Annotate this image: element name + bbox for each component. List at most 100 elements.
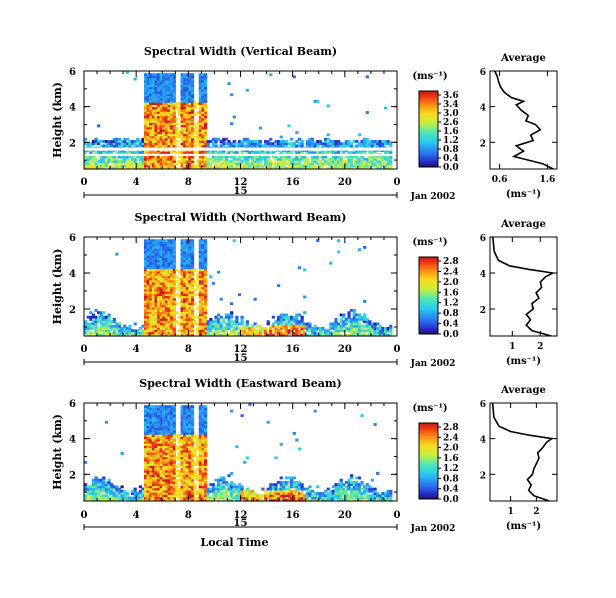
colorbar-segment xyxy=(419,135,438,138)
heatmap-cell xyxy=(217,333,221,337)
heatmap-cell xyxy=(151,407,156,411)
heatmap-cell xyxy=(157,126,161,130)
heatmap-cell xyxy=(117,489,122,493)
heatmap-cell xyxy=(159,492,163,495)
heatmap-cell xyxy=(282,142,286,146)
heatmap-cell xyxy=(162,257,166,261)
heatmap-cell xyxy=(201,73,205,77)
heatmap-cell xyxy=(188,126,192,130)
heatmap-cell xyxy=(143,458,148,462)
heatmap-cell xyxy=(355,166,359,170)
heatmap-cell xyxy=(258,144,262,148)
heatmap-cell xyxy=(164,472,169,475)
colorbar-segment xyxy=(419,94,438,97)
heatmap-cell xyxy=(295,155,299,159)
heatmap-cell xyxy=(185,309,189,312)
heatmap-cell xyxy=(172,108,176,112)
heatmap-cell xyxy=(334,324,338,328)
heatmap-cell xyxy=(149,284,153,288)
heatmap-cell xyxy=(170,162,174,166)
heatmap-cell xyxy=(107,489,111,493)
heatmap-cell xyxy=(164,494,169,498)
heatmap-cell xyxy=(167,416,171,420)
heatmap-cell xyxy=(240,315,244,319)
heatmap-cell xyxy=(201,259,205,263)
heatmap-cell xyxy=(183,447,187,451)
heatmap-cell xyxy=(157,266,161,270)
heatmap-cell xyxy=(211,166,216,170)
heatmap-cell xyxy=(240,144,244,148)
heatmap-cell xyxy=(167,279,171,283)
heatmap-cell xyxy=(211,160,216,163)
heatmap-cell xyxy=(159,255,163,258)
heatmap-cell xyxy=(235,162,239,166)
heatmap-cell xyxy=(143,160,148,163)
heatmap-cell xyxy=(347,315,351,319)
heatmap-cell xyxy=(329,327,333,330)
heatmap-cell xyxy=(164,137,169,141)
heatmap-cell xyxy=(188,300,192,303)
heatmap-cell xyxy=(125,166,129,170)
heatmap-cell xyxy=(271,142,276,146)
heatmap-cell xyxy=(188,313,192,317)
heatmap-cell xyxy=(193,320,197,324)
heatmap-cell xyxy=(284,329,289,333)
heatmap-cell xyxy=(190,164,195,168)
heatmap-cell xyxy=(128,329,132,333)
heatmap-cell xyxy=(146,318,150,321)
heatmap-cell xyxy=(201,322,205,326)
heatmap-cell xyxy=(151,315,156,319)
colorbar-segment xyxy=(419,111,438,114)
heatmap-cell xyxy=(196,436,200,440)
heatmap-cell xyxy=(154,423,158,426)
colorbar-segment xyxy=(419,123,438,126)
heatmap-cell xyxy=(115,494,119,498)
heatmap-cell xyxy=(162,331,166,335)
heatmap-cell xyxy=(196,151,200,155)
heatmap-cell xyxy=(209,322,213,326)
heatmap-cell xyxy=(250,329,255,333)
heatmap-cell xyxy=(149,266,153,270)
heatmap-cell xyxy=(196,476,200,480)
heatmap-cell xyxy=(157,476,161,480)
heatmap-cell xyxy=(355,164,359,168)
heatmap-cell xyxy=(172,480,176,484)
heatmap-cell xyxy=(323,329,328,333)
heatmap-cell xyxy=(86,333,90,337)
heatmap-cell xyxy=(376,160,380,163)
heatmap-cells xyxy=(84,403,393,502)
heatmap-cell xyxy=(198,416,202,420)
heatmap-cell xyxy=(183,434,187,438)
heatmap-cell xyxy=(295,131,299,134)
heatmap-cell xyxy=(123,329,127,333)
heatmap-cell xyxy=(188,95,192,99)
heatmap-cell xyxy=(237,162,242,166)
heatmap-cell xyxy=(159,291,163,294)
heatmap-cell xyxy=(303,160,307,163)
heatmap-cell xyxy=(266,151,270,155)
heatmap-cell xyxy=(164,122,169,126)
heatmap-cell xyxy=(368,140,372,143)
heatmap-cell xyxy=(183,273,187,276)
heatmap-cell xyxy=(162,166,166,170)
heatmap-cell xyxy=(368,162,372,166)
heatmap-cell xyxy=(159,259,163,263)
heatmap-cell xyxy=(143,284,148,288)
heatmap-cell xyxy=(146,322,150,326)
heatmap-cell xyxy=(188,302,192,306)
heatmap-cell xyxy=(266,164,270,168)
heatmap-cell xyxy=(183,324,187,328)
heatmap-cell xyxy=(310,155,315,159)
heatmap-cell xyxy=(89,492,93,495)
heatmap-cell xyxy=(198,436,202,440)
heatmap-cell xyxy=(143,434,148,438)
heatmap-cell xyxy=(185,311,189,315)
heatmap-cell xyxy=(164,73,169,77)
heatmap-cell xyxy=(232,140,236,143)
heatmap-cell xyxy=(378,160,382,163)
heatmap-cell xyxy=(183,318,187,321)
heatmap-cell xyxy=(196,293,200,297)
heatmap-cell xyxy=(143,300,148,303)
heatmap-cell xyxy=(143,331,148,335)
heatmap-cell xyxy=(193,487,197,491)
